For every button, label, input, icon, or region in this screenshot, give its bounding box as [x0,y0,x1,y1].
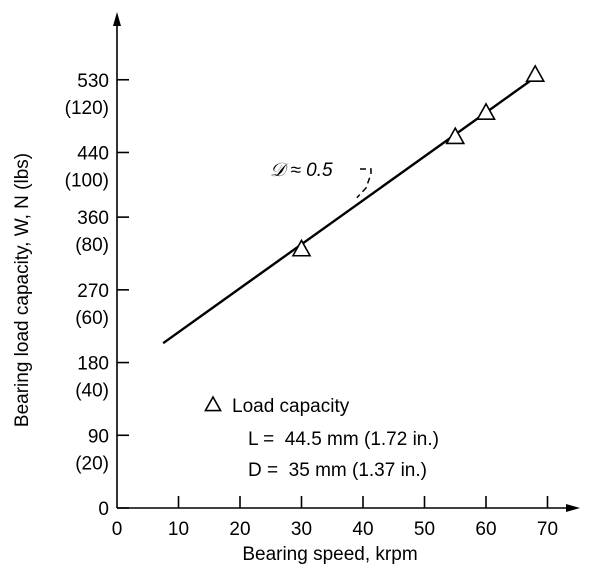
y-axis-label: Bearing load capacity, W, N (lbs) [12,153,33,427]
x-axis-arrowhead [566,504,580,512]
x-tick-label: 70 [537,519,558,540]
y-tick-label: 530 [77,71,109,92]
x-tick-label: 50 [414,519,435,540]
y-tick-label: 270 [77,281,109,302]
data-point-triangle [476,102,496,120]
annotation-leader-line [356,168,372,199]
y-axis-ticks: 0 90 (20) 180 (40) 270 (60) 360 (80) 440 (100) 530 (… [65,71,129,520]
y-axis-arrowhead [113,12,121,26]
y-tick-sublabel-lbs: (80) [75,235,109,256]
x-axis-ticks: 0 10 20 30 40 50 60 70 [112,496,558,540]
y-tick-label: 0 [98,499,109,520]
fit-line [162,76,536,345]
data-points [291,64,546,257]
data-point-triangle [291,238,312,257]
y-tick-label: 180 [77,354,109,375]
fit-line-group [162,76,536,345]
annotation-label: 𝒟 ≈ 0.5 [270,160,333,181]
y-tick-label: 440 [77,143,109,164]
x-tick-label: 60 [475,519,496,540]
x-tick-label: 20 [229,519,250,540]
y-tick-sublabel-lbs: (20) [75,453,109,474]
axes [113,12,580,512]
y-tick-sublabel-lbs: (40) [75,381,109,402]
x-tick-label: 40 [352,519,373,540]
x-tick-label: 0 [112,519,123,540]
data-point-triangle [445,126,466,145]
y-tick-label: 90 [88,426,109,447]
x-axis-label: Bearing speed, krpm [242,544,417,565]
legend-entry-diameter: D = 35 mm (1.37 in.) [248,460,427,481]
y-tick-sublabel-lbs: (100) [65,170,109,191]
y-tick-label: 360 [77,208,109,229]
x-tick-label: 10 [168,519,189,540]
legend: Load capacity L = 44.5 mm (1.72 in.) D =… [204,395,439,481]
legend-entry-load-capacity: Load capacity [232,396,350,417]
y-tick-sublabel-lbs: (60) [75,308,109,329]
legend-triangle-marker [204,395,222,412]
legend-entry-length: L = 44.5 mm (1.72 in.) [248,429,439,450]
y-tick-sublabel-lbs: (120) [65,98,109,119]
data-point-triangle [525,64,546,83]
x-tick-label: 30 [291,519,312,540]
